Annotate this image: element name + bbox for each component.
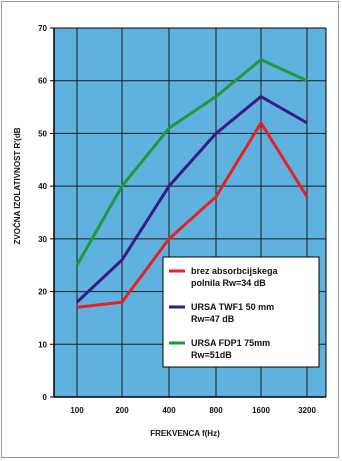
x-tick-label: 3200 [298, 406, 316, 415]
y-axis-label: ZVOČNA IZOLATIVNOST R'(dB [13, 127, 22, 244]
y-tick-label: 40 [38, 182, 47, 191]
y-tick-label: 60 [38, 77, 47, 86]
y-tick-label: 30 [38, 235, 47, 244]
x-tick-label: 400 [162, 406, 176, 415]
y-tick-label: 50 [38, 129, 47, 138]
legend-entry: polnila Rw=34 dB [191, 278, 266, 288]
y-tick-label: 70 [38, 24, 47, 33]
x-tick-label: 100 [70, 406, 84, 415]
y-tick-label: 20 [38, 288, 47, 297]
legend-entry: URSA TWF1 50 mm [191, 302, 274, 312]
legend-box [162, 256, 320, 368]
legend-entry: URSA FDP1 75mm [191, 338, 270, 348]
legend-entry: brez absorbcijskega [191, 266, 279, 276]
x-tick-label: 1600 [252, 406, 270, 415]
x-tick-label: 200 [115, 406, 129, 415]
series-line [76, 121, 309, 309]
x-tick-label: 800 [209, 406, 223, 415]
legend-entry: Rw=47 dB [191, 314, 235, 324]
legend-entry: Rw=51dB [191, 350, 232, 360]
y-tick-label: 0 [43, 393, 48, 402]
y-tick-label: 10 [38, 340, 47, 349]
series-line [75, 95, 308, 304]
x-axis-label: FREKVENCA f(Hz) [150, 429, 220, 438]
series-line [75, 58, 308, 266]
